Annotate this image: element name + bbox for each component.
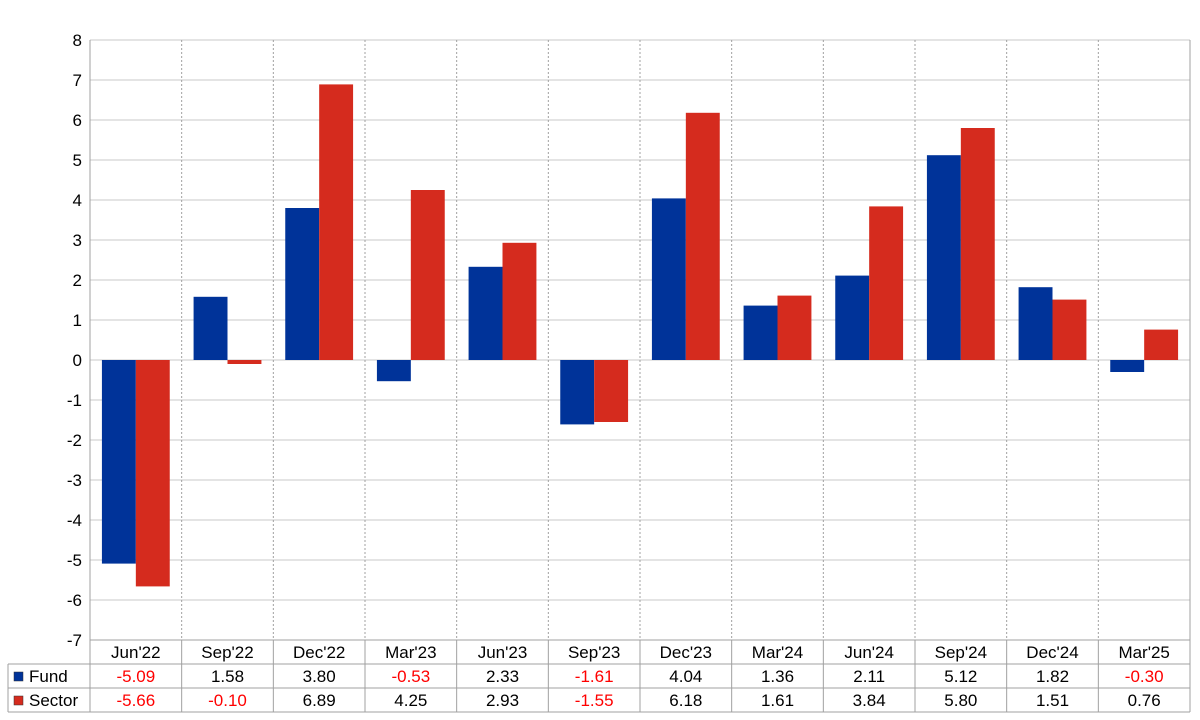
- bar-fund: [1110, 360, 1145, 372]
- data-label-sector: -1.55: [575, 691, 614, 710]
- x-tick-label: Dec'23: [660, 643, 712, 662]
- y-tick-label: 2: [73, 271, 82, 290]
- data-label-fund: 1.36: [761, 667, 794, 686]
- data-label-sector: 1.51: [1036, 691, 1069, 710]
- y-tick-label: -1: [67, 391, 82, 410]
- bar-fund: [743, 305, 778, 360]
- data-label-fund: 5.12: [944, 667, 977, 686]
- bar-sector: [410, 190, 445, 360]
- data-label-fund: 3.80: [303, 667, 336, 686]
- bar-sector: [960, 128, 995, 360]
- bar-sector: [777, 295, 812, 360]
- bar-fund: [1018, 287, 1053, 360]
- data-label-fund: -0.53: [391, 667, 430, 686]
- y-tick-label: -7: [67, 631, 82, 650]
- bar-sector: [135, 360, 170, 587]
- y-tick-label: 4: [73, 191, 82, 210]
- legend-swatch-sector: [13, 695, 24, 706]
- bar-sector: [594, 360, 629, 422]
- data-label-sector: 6.89: [303, 691, 336, 710]
- y-tick-label: 8: [73, 31, 82, 50]
- bar-sector: [502, 242, 537, 360]
- data-label-fund: 2.33: [486, 667, 519, 686]
- data-label-fund: 1.82: [1036, 667, 1069, 686]
- bar-sector: [319, 84, 354, 361]
- y-tick-label: 6: [73, 111, 82, 130]
- bar-fund: [926, 155, 961, 360]
- bar-fund: [651, 198, 686, 360]
- y-axis-ticks: -7 -6 -5 -4 -3 -2 -1 0 1 2 3 4 5 6 7 8: [67, 31, 82, 650]
- data-label-sector: 0.76: [1128, 691, 1161, 710]
- x-tick-label: Sep'22: [201, 643, 253, 662]
- x-tick-label: Jun'22: [111, 643, 161, 662]
- data-label-sector: 1.61: [761, 691, 794, 710]
- x-tick-label: Mar'25: [1118, 643, 1169, 662]
- y-tick-label: -2: [67, 431, 82, 450]
- x-tick-label: Sep'23: [568, 643, 620, 662]
- y-tick-label: 5: [73, 151, 82, 170]
- y-tick-label: -5: [67, 551, 82, 570]
- bar-sector: [685, 112, 720, 360]
- bars: [101, 84, 1179, 587]
- y-tick-label: 7: [73, 71, 82, 90]
- bar-fund: [376, 360, 411, 382]
- x-tick-label: Jun'23: [478, 643, 528, 662]
- x-tick-label: Dec'22: [293, 643, 345, 662]
- x-tick-label: Mar'24: [752, 643, 803, 662]
- data-table: Jun'22 Sep'22 Dec'22 Mar'23 Jun'23 Sep'23 Dec'…: [7, 639, 1191, 713]
- bar-fund: [468, 266, 503, 360]
- data-label-sector: 6.18: [669, 691, 702, 710]
- bar-fund: [101, 360, 136, 564]
- y-tick-label: -3: [67, 471, 82, 490]
- data-label-fund: -5.09: [116, 667, 155, 686]
- y-tick-label: -4: [67, 511, 82, 530]
- data-label-fund: 4.04: [669, 667, 702, 686]
- data-label-sector: 4.25: [394, 691, 427, 710]
- legend-label-sector: Sector: [29, 691, 78, 710]
- gridlines: [89, 39, 1191, 641]
- bar-fund: [193, 296, 228, 360]
- x-tick-label: Mar'23: [385, 643, 436, 662]
- data-label-sector: -0.10: [208, 691, 247, 710]
- data-label-fund: -0.30: [1125, 667, 1164, 686]
- data-label-sector: 3.84: [853, 691, 886, 710]
- x-tick-label: Dec'24: [1026, 643, 1078, 662]
- x-tick-label: Jun'24: [844, 643, 894, 662]
- y-tick-label: 3: [73, 231, 82, 250]
- bar-fund: [560, 360, 595, 425]
- bar-sector: [1144, 329, 1179, 360]
- y-tick-label: 1: [73, 311, 82, 330]
- data-label-fund: -1.61: [575, 667, 614, 686]
- data-label-fund: 2.11: [853, 667, 885, 686]
- legend-swatch-fund: [13, 671, 24, 682]
- data-label-sector: -5.66: [116, 691, 155, 710]
- x-tick-label: Sep'24: [935, 643, 987, 662]
- bar-sector: [227, 360, 262, 364]
- legend-label-fund: Fund: [29, 667, 68, 686]
- data-label-fund: 1.58: [211, 667, 244, 686]
- bar-sector: [869, 206, 904, 360]
- bar-fund: [285, 208, 320, 360]
- y-tick-label: -6: [67, 591, 82, 610]
- y-tick-label: 0: [73, 351, 82, 370]
- bar-sector: [1052, 299, 1087, 360]
- data-label-sector: 2.93: [486, 691, 519, 710]
- data-label-sector: 5.80: [944, 691, 977, 710]
- bar-fund: [835, 275, 870, 360]
